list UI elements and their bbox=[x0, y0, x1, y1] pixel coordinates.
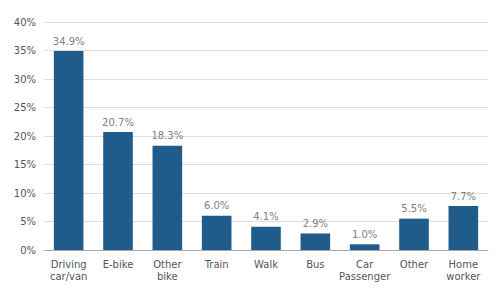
svg-text:Car: Car bbox=[356, 259, 374, 270]
svg-text:4.1%: 4.1% bbox=[253, 211, 278, 222]
svg-text:Other: Other bbox=[400, 259, 429, 270]
svg-text:2.9%: 2.9% bbox=[303, 218, 328, 229]
svg-text:6.0%: 6.0% bbox=[204, 200, 229, 211]
svg-text:bike: bike bbox=[157, 271, 178, 282]
svg-text:20.7%: 20.7% bbox=[102, 117, 134, 128]
svg-text:worker: worker bbox=[446, 271, 481, 282]
svg-text:Home: Home bbox=[449, 259, 479, 270]
svg-text:40%: 40% bbox=[14, 17, 36, 28]
svg-text:15%: 15% bbox=[14, 159, 36, 170]
svg-text:20%: 20% bbox=[14, 131, 36, 142]
svg-text:Train: Train bbox=[204, 259, 229, 270]
svg-text:25%: 25% bbox=[14, 102, 36, 113]
svg-text:1.0%: 1.0% bbox=[352, 229, 377, 240]
svg-text:35%: 35% bbox=[14, 45, 36, 56]
svg-text:18.3%: 18.3% bbox=[151, 130, 183, 141]
svg-text:34.9%: 34.9% bbox=[53, 36, 85, 47]
svg-text:car/van: car/van bbox=[50, 271, 88, 282]
svg-text:10%: 10% bbox=[14, 188, 36, 199]
svg-text:E-bike: E-bike bbox=[103, 259, 134, 270]
svg-text:30%: 30% bbox=[14, 74, 36, 85]
svg-text:Passenger: Passenger bbox=[339, 271, 391, 282]
svg-text:5%: 5% bbox=[20, 216, 36, 227]
svg-text:Walk: Walk bbox=[254, 259, 278, 270]
svg-text:Driving: Driving bbox=[51, 259, 87, 270]
svg-text:7.7%: 7.7% bbox=[451, 191, 476, 202]
svg-text:5.5%: 5.5% bbox=[401, 203, 426, 214]
svg-text:Other: Other bbox=[153, 259, 182, 270]
svg-text:0%: 0% bbox=[20, 245, 36, 256]
svg-text:Bus: Bus bbox=[306, 259, 324, 270]
